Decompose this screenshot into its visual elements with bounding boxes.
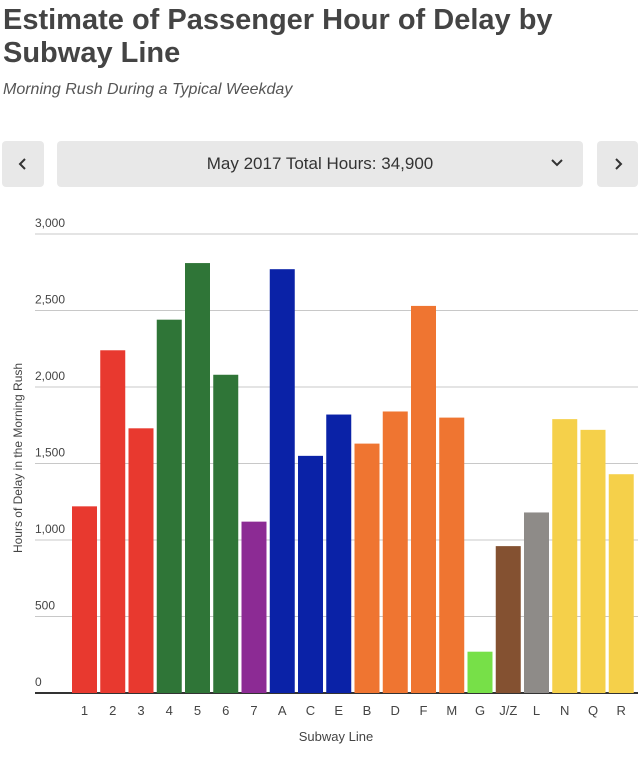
chevron-down-icon [551,159,563,167]
y-tick-label: 2,000 [35,369,65,383]
bar-jz[interactable] [495,546,521,693]
bar-b[interactable] [354,443,380,693]
chart-subtitle: Morning Rush During a Typical Weekday [3,81,293,98]
bar-f[interactable] [411,305,436,693]
bar-chart: 0 500 1,000 1,500 2,000 2,500 3,000 1 2 3 4 5 6 7 A C E… [11,216,638,744]
x-tick-label: B [363,703,372,718]
x-tick-label: A [278,703,287,718]
x-tick-label: C [306,703,315,718]
bar-7[interactable] [241,521,267,693]
y-tick-label: 2,500 [35,293,65,307]
x-tick-label: 5 [194,703,201,718]
x-tick-label: 7 [250,703,257,718]
bar-g[interactable] [467,651,493,693]
chart-title: Estimate of Passenger Hour of Delay by S… [3,4,553,69]
y-tick-label: 1,500 [35,446,65,460]
bar-c[interactable] [298,455,323,693]
x-tick-label: Q [588,703,598,718]
bar-d[interactable] [382,411,408,693]
x-tick-label: D [391,703,400,718]
bar-6[interactable] [213,374,239,693]
y-tick-label: 3,000 [35,216,65,230]
month-select-value: May 2017 Total Hours: 34,900 [206,154,434,173]
x-tick-labels: 1 2 3 4 5 6 7 A C E B D F M G J/Z L N Q R [81,703,626,718]
bar-1[interactable] [72,506,97,693]
x-tick-label: 1 [81,703,88,718]
next-month-button[interactable] [597,141,638,187]
bar-a[interactable] [269,269,295,693]
bar-e[interactable] [326,414,352,693]
x-tick-label: R [617,703,626,718]
x-tick-label: 6 [222,703,229,718]
x-tick-label: G [475,703,485,718]
bar-m[interactable] [439,417,465,693]
x-tick-label: J/Z [499,703,517,718]
x-tick-label: 4 [166,703,173,718]
bar-3[interactable] [128,428,154,693]
x-tick-label: F [420,703,428,718]
y-axis-label: Hours of Delay in the Morning Rush [11,363,25,553]
y-tick-labels: 0 500 1,000 1,500 2,000 2,500 3,000 [35,216,65,689]
x-tick-label: 3 [137,703,144,718]
y-tick-label: 500 [35,599,55,613]
previous-month-button[interactable] [2,141,44,187]
bar-l[interactable] [524,512,549,693]
month-select[interactable]: May 2017 Total Hours: 34,900 [57,141,583,187]
bar-q[interactable] [580,429,606,693]
bar-4[interactable] [156,319,182,693]
bar-n[interactable] [552,419,578,693]
y-tick-label: 1,000 [35,522,65,536]
chevron-left-icon [18,158,26,170]
x-tick-label: E [334,703,343,718]
x-tick-label: N [560,703,569,718]
x-tick-label: L [533,703,540,718]
x-axis-label: Subway Line [299,729,373,744]
bars [72,263,634,693]
x-tick-label: M [446,703,457,718]
y-tick-label: 0 [35,675,42,689]
bar-r[interactable] [608,474,634,693]
x-tick-label: 2 [109,703,116,718]
bar-2[interactable] [100,350,126,693]
bar-5[interactable] [185,263,210,693]
chevron-right-icon [614,158,622,170]
